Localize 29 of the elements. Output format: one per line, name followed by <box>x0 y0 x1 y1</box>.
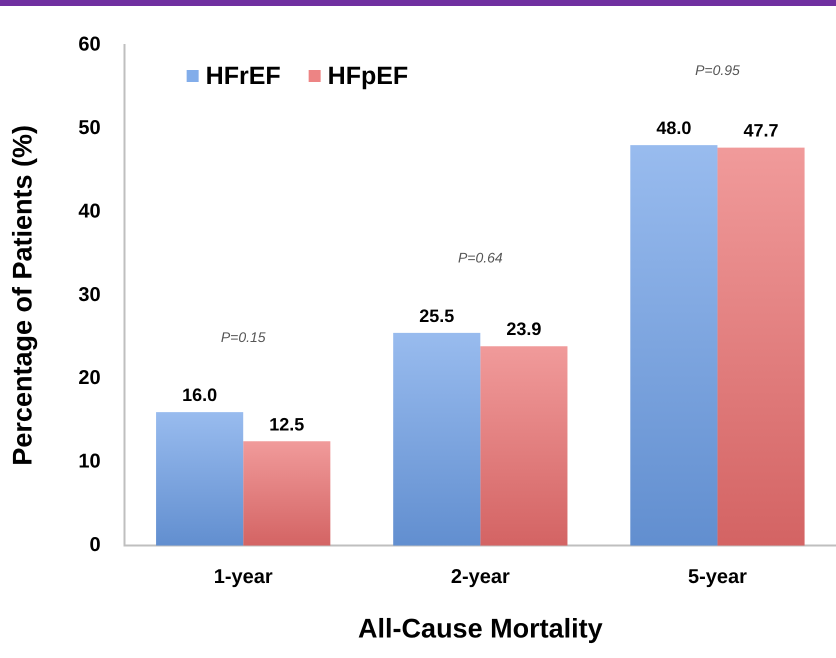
annotation: P=0.15 <box>220 328 266 345</box>
y-tick-label: 20 <box>78 367 101 390</box>
data-label: 47.7 <box>743 120 779 141</box>
legend-label: HFpEF <box>328 62 408 90</box>
x-tick-label: 5-year <box>688 566 748 588</box>
y-axis-title: Percentage of Patients (%) <box>8 125 38 466</box>
data-label: 48.0 <box>656 118 692 138</box>
legend-label: HFrEF <box>206 62 281 90</box>
data-label: 23.9 <box>506 319 542 340</box>
y-tick-label: 30 <box>78 284 101 306</box>
bar <box>243 441 330 546</box>
y-tick-label: 40 <box>78 200 101 222</box>
data-label: 16.0 <box>182 385 218 406</box>
bar <box>480 346 568 546</box>
x-tick-label: 1-year <box>214 566 273 588</box>
bar <box>393 332 480 546</box>
y-tick-label: 10 <box>78 450 101 473</box>
y-tick-label: 60 <box>78 34 101 56</box>
data-label: 25.5 <box>419 306 454 326</box>
x-axis-title: All-Cause Mortality <box>358 613 603 644</box>
x-tick-label: 2-year <box>450 566 510 588</box>
annotation: P=0.64 <box>458 250 503 266</box>
y-tick-label: 50 <box>78 116 101 139</box>
annotation: P=0.95 <box>695 62 740 78</box>
bar <box>630 145 718 546</box>
bar <box>156 412 244 546</box>
bar <box>717 148 805 546</box>
y-tick-label: 0 <box>90 534 101 556</box>
data-label: 12.5 <box>269 414 304 434</box>
